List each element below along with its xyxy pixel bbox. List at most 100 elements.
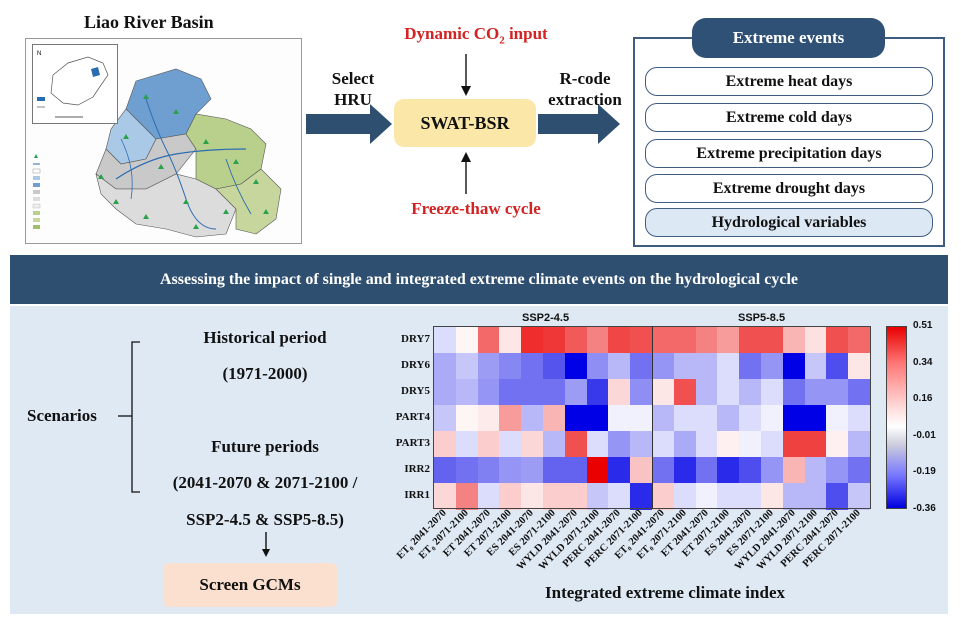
heatmap-cell: [673, 353, 697, 380]
heatmap-cell: [739, 457, 762, 484]
heatmap-cell: [630, 327, 653, 354]
heatmap-cell: [499, 483, 522, 510]
colorbar-tick: -0.36: [913, 503, 936, 514]
heatmap-cell: [848, 483, 871, 510]
swat-bsr-model-box: SWAT-BSR: [394, 99, 536, 147]
rcode-label-line2: extraction: [548, 90, 622, 109]
heatmap-cell: [826, 483, 849, 510]
heatmap-cell: [455, 405, 479, 432]
heatmap-cell: [434, 327, 457, 354]
heatmap-cell: [630, 431, 653, 458]
heatmap-cell: [652, 353, 675, 380]
heatmap-cell: [717, 457, 740, 484]
map-title: Liao River Basin: [84, 12, 214, 32]
colorbar-tick: -0.19: [913, 466, 936, 478]
heatmap-cell: [434, 405, 457, 432]
heatmap-cell: [826, 457, 849, 484]
heatmap-cell: [499, 379, 522, 406]
heatmap-cell: [848, 405, 871, 432]
event-drought-days: Extreme drought days: [645, 174, 933, 203]
heatmap-cell: [521, 353, 544, 380]
heatmap-cell: [848, 379, 871, 406]
svg-text:N: N: [37, 51, 41, 57]
heatmap-row-label: PART4: [395, 411, 430, 423]
historical-period-title: Historical period: [203, 328, 327, 347]
heatmap-cell: [717, 353, 740, 380]
scenarios-label: Scenarios: [27, 406, 97, 425]
heatmap-cell: [477, 353, 500, 380]
heatmap-cell: [564, 379, 588, 406]
heatmap-cell: [695, 431, 718, 458]
heatmap-cell: [477, 405, 500, 432]
heatmap-row-label: IRR2: [404, 463, 430, 475]
heatmap-cell: [608, 457, 631, 484]
heatmap-cell: [434, 353, 457, 380]
heatmap-cell: [761, 379, 784, 406]
heatmap-cell: [782, 327, 806, 354]
heatmap-cell: [652, 431, 675, 458]
heatmap-cell: [717, 405, 740, 432]
heatmap-cell: [717, 483, 740, 510]
heatmap-cell: [782, 457, 806, 484]
colorbar-tick: 0.16: [913, 393, 933, 405]
heatmap-cell: [455, 483, 479, 510]
heatmap-cell: [739, 353, 762, 380]
heatmap-cell: [499, 431, 522, 458]
heatmap-cell: [739, 379, 762, 406]
heatmap-cell: [521, 431, 544, 458]
heatmap-row-label: DRY6: [401, 359, 430, 371]
heatmap-cell: [477, 457, 500, 484]
heatmap-cell: [608, 353, 631, 380]
heatmap-cell: [695, 483, 718, 510]
event-precipitation-days: Extreme precipitation days: [645, 139, 933, 168]
heatmap-cell: [717, 431, 740, 458]
heatmap-cell: [673, 483, 697, 510]
heatmap-cell: [695, 457, 718, 484]
flow-arrows: [306, 54, 620, 194]
heatmap-cell: [608, 405, 631, 432]
heatmap-title-ssp245: SSP2-4.5: [522, 312, 570, 324]
heatmap-cell: [455, 379, 479, 406]
arrow-to-events: [538, 104, 620, 144]
heatmap-cell: [695, 405, 718, 432]
co2-prefix: Dynamic CO: [404, 24, 500, 43]
heatmap-cell: [673, 457, 697, 484]
select-label-line1: Select: [331, 69, 375, 88]
heatmap-cell: [630, 353, 653, 380]
heatmap-cell: [434, 483, 457, 510]
heatmap-cell: [434, 457, 457, 484]
event-hydrological-variables: Hydrological variables: [645, 208, 933, 237]
heatmap-cell: [739, 483, 762, 510]
event-cold-days: Extreme cold days: [645, 103, 933, 132]
heatmap-cell: [564, 457, 588, 484]
scenario-bracket: [118, 341, 270, 557]
future-periods-line2: SSP2-4.5 & SSP5-8.5): [186, 510, 344, 529]
heatmap-cell: [848, 457, 871, 484]
heatmap-cell: [455, 327, 479, 354]
panel-divider: [652, 326, 653, 509]
assessment-banner: Assessing the impact of single and integ…: [10, 255, 948, 304]
heatmap-cell: [848, 431, 871, 458]
heatmap-cell: [804, 405, 827, 432]
heatmap-cell: [586, 483, 609, 510]
heatmap-cell: [673, 431, 697, 458]
china-inset-map: N: [32, 44, 118, 124]
heatmap-cell: [761, 431, 784, 458]
heatmap-cell: [586, 431, 609, 458]
heatmap-cell: [848, 353, 871, 380]
heatmap-cell: [586, 457, 609, 484]
heatmap-cell: [477, 431, 500, 458]
heatmap-cell: [477, 379, 500, 406]
heatmap-row-label: DRY7: [401, 333, 430, 345]
basin-map: N: [25, 38, 302, 244]
heatmap-cell: [630, 483, 653, 510]
heatmap-cell: [826, 327, 849, 354]
future-periods-title: Future periods: [211, 437, 319, 456]
heatmap-cell: [630, 457, 653, 484]
select-label-line2: HRU: [334, 90, 372, 109]
select-hru-label: Select HRU: [318, 68, 388, 110]
heatmap-cell: [608, 327, 631, 354]
heatmap-cell: [695, 379, 718, 406]
colorbar-tick: -0.01: [913, 429, 936, 441]
heatmap-cell: [564, 353, 588, 380]
